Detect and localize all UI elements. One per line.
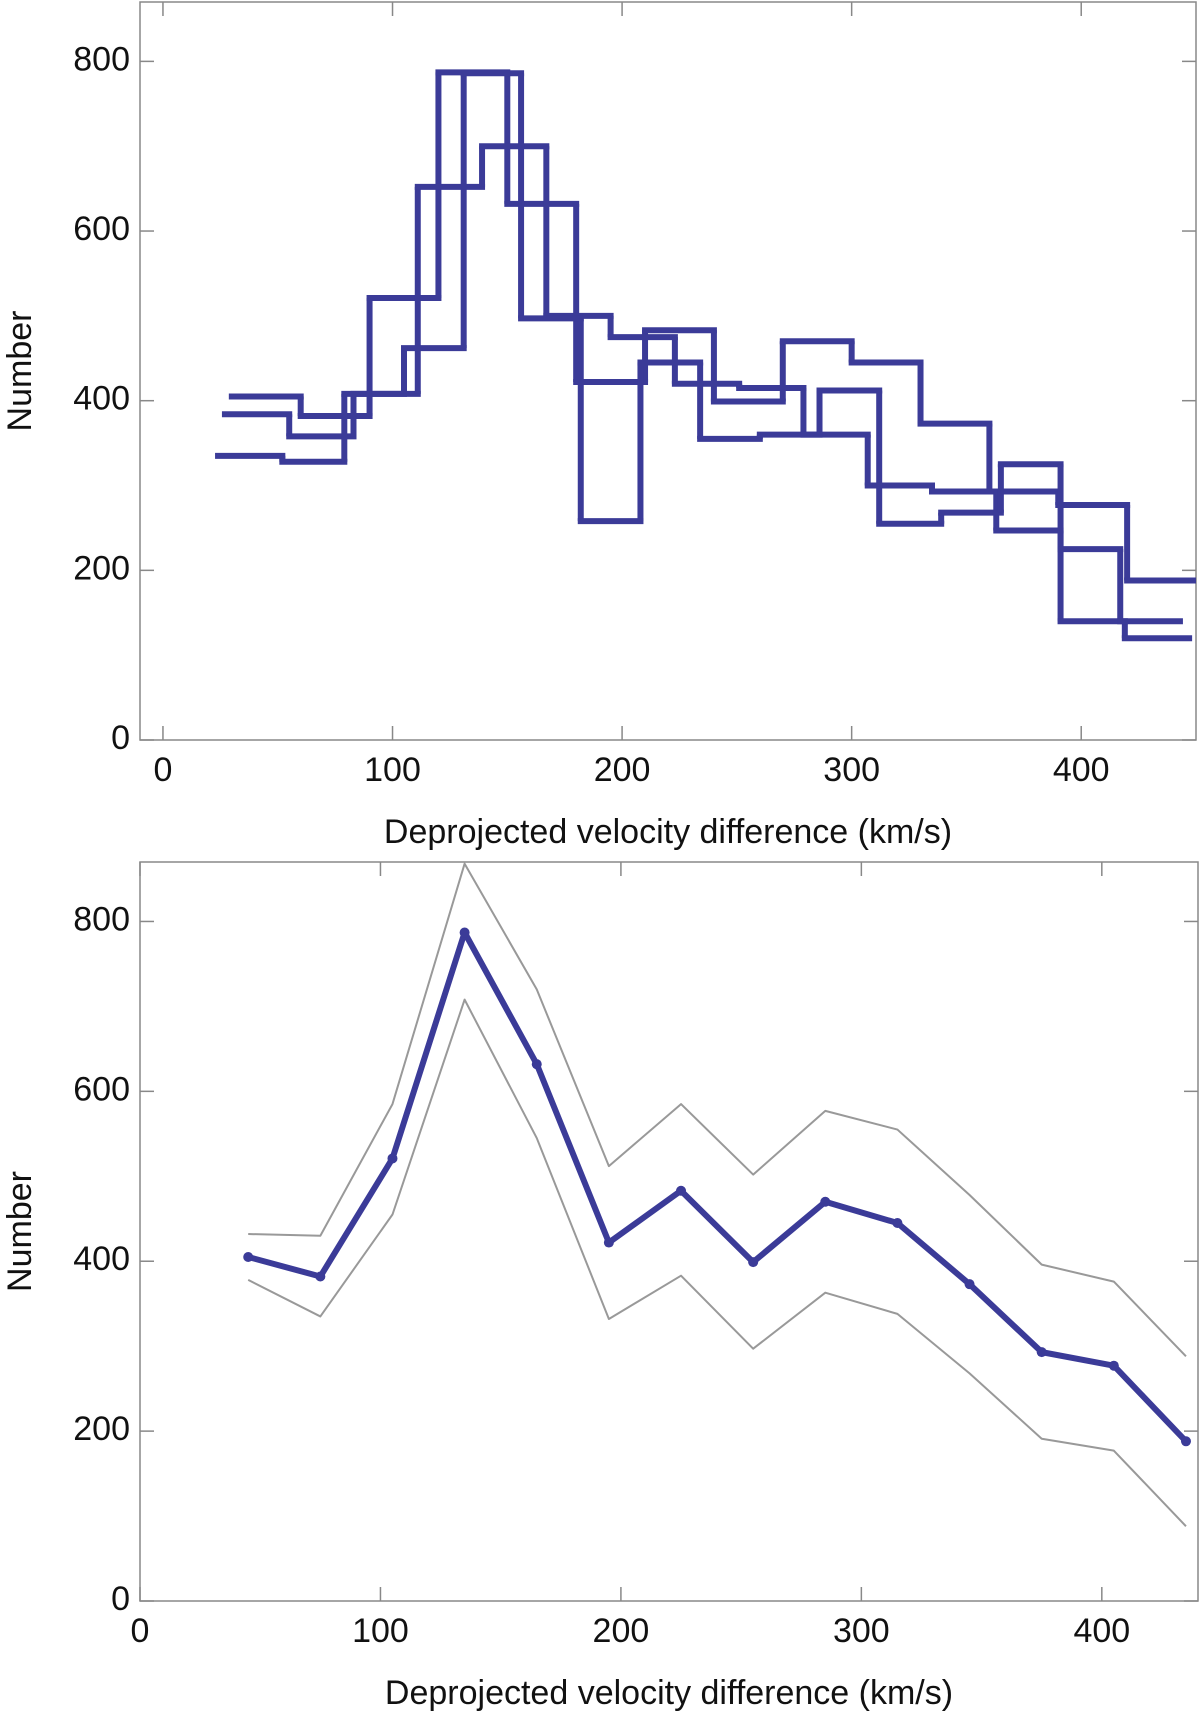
chart: 0 100 200 300 400 0 200 400 600 800 Deprojected ve… (1, 861, 1199, 1712)
x-tick-label: 100 (352, 1612, 409, 1650)
y-tick-label: 400 (73, 1240, 130, 1278)
line (247, 998, 1187, 1527)
x-tick-label: 300 (823, 751, 880, 789)
point (1180, 1436, 1191, 1447)
x-tick-label: 0 (153, 751, 172, 789)
plot-area (243, 862, 1191, 1527)
x-tick-label: 200 (593, 1612, 650, 1650)
point (1108, 1360, 1119, 1371)
point (820, 1196, 831, 1207)
plot-frame (139, 1, 1197, 741)
point (748, 1257, 759, 1268)
line (247, 929, 1189, 1444)
x-axis-label: Deprojected velocity difference (km/s) (384, 813, 952, 851)
point (964, 1279, 975, 1290)
x-tick-label: 0 (131, 1612, 150, 1650)
plot-area (215, 69, 1196, 642)
plot-frame (139, 861, 1199, 1602)
x-tick-label: 400 (1073, 1612, 1130, 1650)
y-tick-label: 600 (73, 210, 130, 248)
y-tick-label: 0 (111, 719, 130, 757)
y-tick-label: 800 (73, 900, 130, 938)
chart: 0 100 200 300 400 0 200 400 600 800 Deprojected ve… (1, 1, 1197, 851)
y-tick-label: 0 (111, 1580, 130, 1618)
point (1036, 1347, 1047, 1358)
point (676, 1185, 687, 1196)
x-tick-label: 300 (833, 1612, 890, 1650)
line (248, 862, 1187, 1358)
point (243, 1251, 254, 1262)
y-tick-label: 400 (73, 380, 130, 418)
y-tick-label: 200 (73, 1410, 130, 1448)
point (315, 1271, 326, 1282)
point (892, 1218, 903, 1229)
x-tick-label: 100 (364, 751, 421, 789)
point (459, 927, 470, 938)
y-tick-label: 600 (73, 1070, 130, 1108)
point (603, 1237, 614, 1248)
x-axis-label: Deprojected velocity difference (km/s) (385, 1674, 953, 1712)
y-axis-label: Number (1, 1171, 39, 1292)
x-tick-label: 400 (1053, 751, 1110, 789)
point (387, 1153, 398, 1164)
y-axis-label: Number (1, 311, 39, 432)
y-tick-label: 800 (73, 40, 130, 78)
y-tick-label: 200 (73, 549, 130, 587)
x-tick-label: 200 (594, 751, 651, 789)
point (531, 1059, 542, 1070)
